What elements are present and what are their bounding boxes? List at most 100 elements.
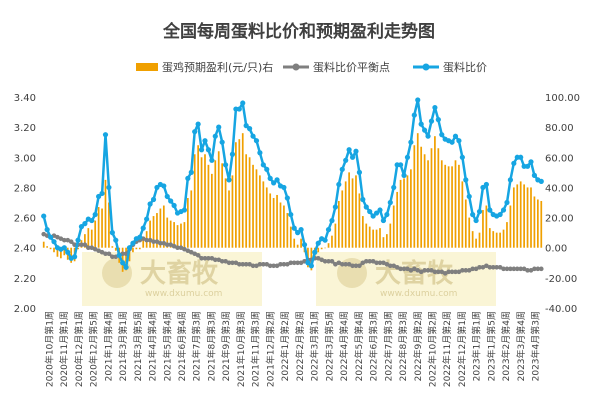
ratio-point [459, 154, 465, 160]
balance-point [147, 237, 153, 243]
balance-point [212, 257, 218, 263]
balance-point [490, 265, 496, 270]
x-tick-label: 2020年11月第1周 [58, 311, 70, 387]
profit-bar [276, 194, 278, 248]
ratio-point [219, 139, 225, 145]
balance-point [175, 245, 180, 251]
ratio-point [288, 211, 294, 218]
balance-point [449, 269, 455, 275]
balance-point [82, 242, 88, 247]
ratio-point [147, 201, 153, 207]
balance-point [484, 263, 489, 269]
ratio-point [349, 154, 356, 160]
profit-bar [540, 200, 543, 248]
profit-bar [235, 142, 237, 248]
left-axis: 2.00 2.20 2.40 2.60 2.80 3.00 3.20 3.40 [14, 93, 36, 315]
balance-point [319, 257, 324, 263]
x-tick-label: 2022年8月第3周 [397, 311, 409, 381]
balance-point [168, 242, 173, 247]
profit-bar [427, 160, 429, 248]
profit-bar [135, 247, 138, 250]
balance-point [240, 261, 246, 267]
ratio-point [92, 211, 98, 218]
ratio-point [422, 127, 428, 133]
profit-bar [536, 199, 539, 248]
ratio-point [240, 100, 246, 106]
ratio-point [435, 117, 441, 123]
x-tick-label: 2023年3月第4周 [515, 311, 527, 381]
ratio-point [226, 177, 232, 183]
ratio-point [253, 138, 260, 144]
right-tick-label: 0.00 [545, 244, 567, 255]
ratio-point [150, 196, 157, 203]
ratio-point [518, 154, 524, 160]
profit-bar [375, 229, 378, 248]
ratio-point [257, 150, 263, 156]
balance-point [278, 261, 283, 267]
profit-bar [365, 223, 368, 248]
x-tick-label: 2021年3月第5周 [132, 311, 144, 381]
balance-point [511, 266, 517, 272]
balance-point [466, 268, 472, 273]
x-tick-label: 2020年12月第5周 [88, 311, 100, 387]
profit-bar [53, 247, 55, 253]
left-tick-label: 3.00 [14, 153, 36, 164]
profit-bar [162, 205, 165, 248]
balance-point [151, 239, 156, 244]
balance-point [350, 263, 355, 269]
ratio-point [216, 124, 222, 130]
ratio-point [212, 133, 218, 139]
ratio-point [116, 252, 122, 258]
profit-bar [241, 133, 244, 248]
ratio-point [123, 264, 129, 270]
x-tick-label: 2022年5月第4周 [353, 311, 365, 381]
x-tick-label: 2021年9月第3周 [220, 311, 232, 381]
balance-point [58, 236, 64, 241]
profit-bar [159, 208, 162, 248]
balance-point [250, 263, 256, 269]
ratio-point [439, 132, 445, 138]
ratio-point [102, 132, 109, 138]
x-tick-label: 2022年6月第3周 [368, 311, 380, 381]
ratio-point [367, 208, 373, 215]
x-tick-label: 2023年4月第3周 [530, 311, 542, 381]
ratio-point [404, 154, 411, 160]
balance-point [501, 266, 506, 272]
left-tick-label: 2.60 [14, 214, 36, 225]
profit-bar [111, 246, 114, 248]
balance-point [182, 246, 187, 252]
profit-bar [410, 169, 412, 248]
profit-bar [149, 220, 151, 248]
ratio-point [209, 157, 215, 163]
ratio-point [397, 162, 404, 168]
x-tick-label: 2022年7月第3周 [382, 311, 394, 381]
ratio-point [274, 177, 280, 183]
balance-point [271, 263, 276, 269]
balance-point [188, 249, 194, 255]
balance-point [315, 255, 321, 261]
profit-bar [94, 220, 97, 248]
balance-point [391, 263, 397, 269]
ratio-point [168, 198, 174, 204]
ratio-point [425, 133, 431, 139]
ratio-point [476, 208, 483, 215]
balance-point [237, 261, 242, 267]
ratio-point [343, 157, 349, 163]
profit-bar [152, 216, 155, 248]
x-tick-label: 2020年12月第1周 [73, 311, 85, 387]
x-tick-label: 2022年11月第2周 [441, 311, 453, 387]
profit-bar [386, 234, 388, 248]
x-tick-label: 2022年1月第2周 [279, 311, 291, 381]
balance-point [532, 266, 537, 272]
profit-bar [392, 205, 395, 248]
balance-point [370, 258, 376, 264]
ratio-point [198, 147, 205, 153]
profit-bar [289, 226, 292, 248]
watermark-url-2: www.dxumu.com [380, 289, 457, 299]
ratio-point [432, 104, 438, 111]
ratio-point [363, 204, 369, 210]
profit-bar [416, 133, 419, 248]
balance-point [158, 240, 163, 246]
ratio-point [181, 207, 188, 213]
